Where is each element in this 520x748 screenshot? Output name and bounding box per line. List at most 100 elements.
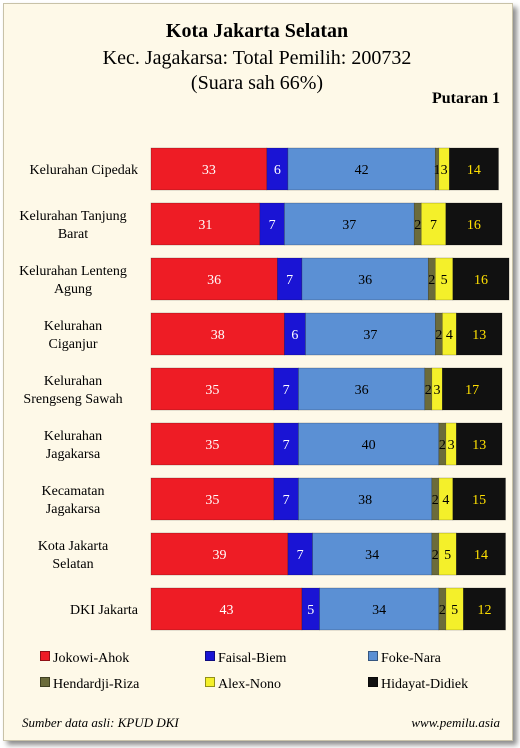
- data-label: 15: [472, 493, 486, 508]
- data-label: 5: [451, 603, 458, 618]
- bar-segment: [456, 422, 503, 466]
- data-label: 31: [198, 218, 212, 233]
- legend-item: Jokowi-Ahok: [40, 651, 129, 667]
- data-label: 7: [283, 493, 290, 508]
- data-label: 16: [467, 218, 481, 233]
- chart-subtitle: Kec. Jagakarsa: Total Pemilih: 200732: [102, 47, 412, 69]
- bar-segment: [150, 422, 275, 466]
- data-label: 38: [211, 328, 225, 343]
- chart-title: Kota Jakarta Selatan: [165, 20, 349, 42]
- bar-segment: [298, 367, 426, 411]
- legend-item: Hendardji-Riza: [40, 677, 139, 693]
- data-label: 37: [342, 218, 356, 233]
- legend-item: Faisal-Biem: [205, 651, 286, 667]
- legend-swatch: [368, 651, 378, 661]
- data-label: 7: [269, 218, 276, 233]
- data-label: 2: [425, 383, 432, 398]
- data-label: 13: [472, 328, 486, 343]
- legend-label: Jokowi-Ahok: [53, 651, 130, 666]
- legend-swatch: [40, 677, 50, 687]
- data-label: 5: [307, 603, 314, 618]
- data-label: 7: [430, 218, 437, 233]
- legend-item: Alex-Nono: [205, 677, 281, 693]
- legend-label: Foke-Nara: [381, 651, 441, 666]
- bar-segment: [150, 532, 289, 576]
- bar-segment: [287, 532, 313, 576]
- data-label: 2: [428, 273, 435, 288]
- data-label: 16: [474, 273, 488, 288]
- bar-segment: [284, 202, 415, 246]
- category-label: Kelurahan Lenteng Agung: [19, 264, 127, 297]
- legend-label: Hidayat-Didiek: [381, 677, 469, 692]
- category-label: Kelurahan Cipedak: [30, 163, 138, 178]
- source-note: Sumber data asli: KPUD DKI: [22, 715, 179, 730]
- category-label: Kota Jakarta Selatan: [38, 539, 109, 572]
- site-url: www.pemilu.asia: [411, 715, 500, 730]
- data-label: 2: [432, 493, 439, 508]
- bar-segment: [312, 532, 433, 576]
- bar-segment: [452, 477, 506, 521]
- legend-item: Foke-Nara: [368, 651, 441, 667]
- bar-segment: [456, 312, 503, 356]
- legend-swatch: [40, 651, 50, 661]
- data-label: 37: [363, 328, 377, 343]
- data-label: 35: [205, 493, 219, 508]
- category-label: Kecamatan Jagakarsa: [42, 484, 105, 517]
- data-label: 2: [439, 603, 446, 618]
- bar-segment: [420, 202, 447, 246]
- bar-segment: [431, 532, 440, 576]
- data-label: 3: [448, 438, 455, 453]
- legend-swatch: [368, 677, 378, 687]
- data-label: 5: [444, 548, 451, 563]
- legend-swatch: [205, 651, 215, 661]
- data-label: 2: [435, 328, 442, 343]
- category-label: Kelurahan Jagakarsa: [44, 429, 102, 462]
- category-label: Kelurahan Ciganjur: [44, 319, 102, 352]
- data-label: 35: [205, 383, 219, 398]
- bar-segment: [277, 257, 303, 301]
- data-label: 2: [432, 548, 439, 563]
- data-label: 2: [414, 218, 421, 233]
- bar-segment: [301, 257, 429, 301]
- bar-segment: [301, 587, 320, 631]
- data-label: 14: [467, 163, 481, 178]
- data-label: 42: [355, 163, 369, 178]
- data-label: 36: [355, 383, 369, 398]
- data-label: 6: [274, 163, 281, 178]
- legend-swatch: [205, 677, 215, 687]
- data-label: 36: [207, 273, 221, 288]
- bar-segment: [273, 422, 299, 466]
- data-label: 43: [219, 603, 233, 618]
- bar-segment: [266, 147, 289, 191]
- bar-segment: [273, 477, 299, 521]
- category-label: DKI Jakarta: [70, 603, 139, 618]
- data-label: 13: [472, 438, 486, 453]
- data-label: 14: [474, 548, 488, 563]
- bar-segment: [150, 202, 261, 246]
- bar-segment: [298, 477, 433, 521]
- data-label: 34: [372, 603, 386, 618]
- bar-segment: [150, 587, 303, 631]
- data-label: 17: [465, 383, 479, 398]
- bar-segment: [319, 587, 440, 631]
- data-label: 36: [358, 273, 372, 288]
- legend-label: Faisal-Biem: [218, 651, 287, 666]
- data-label: 7: [283, 438, 290, 453]
- data-label: 38: [358, 493, 372, 508]
- bar-segment: [463, 587, 506, 631]
- bar-segment: [150, 367, 275, 411]
- bar-segment: [305, 312, 436, 356]
- data-label: 7: [297, 548, 304, 563]
- data-label: 4: [442, 493, 449, 508]
- data-label: 7: [283, 383, 290, 398]
- chart-subtitle-valid-votes: (Suara sah 66%): [190, 72, 324, 94]
- legend-label: Alex-Nono: [218, 677, 281, 692]
- bar-segment: [150, 312, 285, 356]
- data-label: 3: [441, 163, 448, 178]
- bar-segment: [431, 477, 440, 521]
- bar-segment: [456, 532, 506, 576]
- data-label: 34: [365, 548, 379, 563]
- round-label: Putaran 1: [432, 90, 500, 107]
- legend-label: Hendardji-Riza: [53, 677, 140, 692]
- bar-segment: [259, 202, 285, 246]
